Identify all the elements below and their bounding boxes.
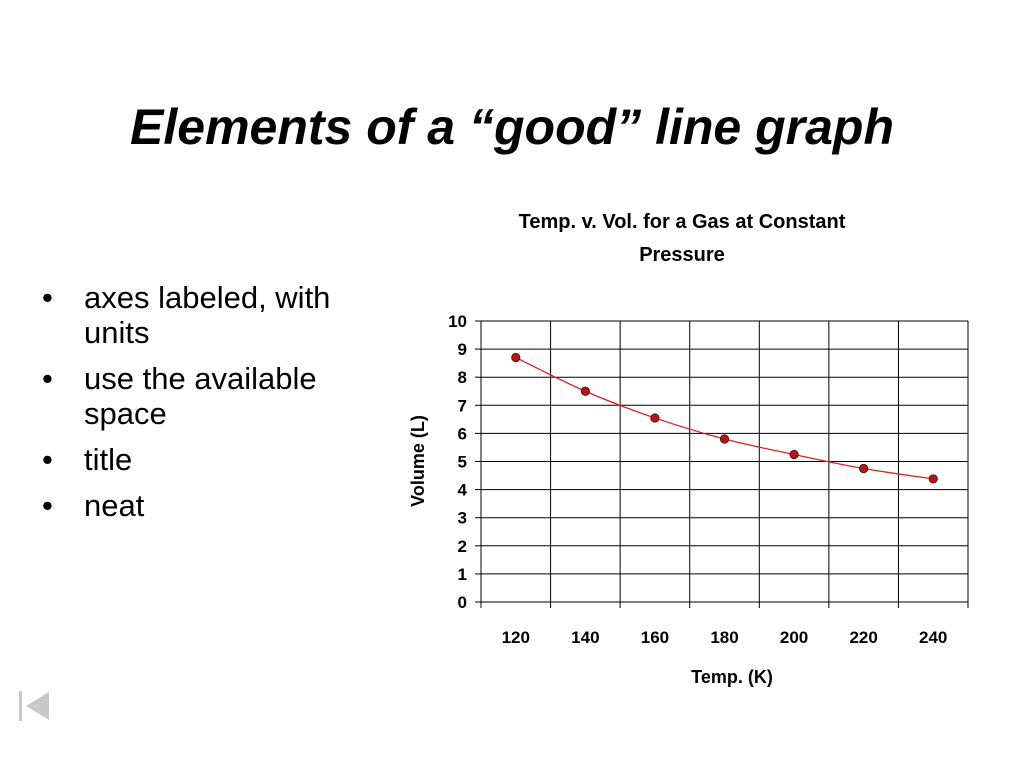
first-slide-button[interactable] — [18, 690, 52, 722]
series-line — [515, 356, 934, 480]
y-tick-label: 4 — [458, 481, 468, 500]
bullet-marker: • — [42, 488, 53, 523]
data-point — [650, 413, 660, 423]
bullet-text: axes labeled, with units — [84, 280, 331, 350]
x-tick-label: 220 — [849, 628, 877, 647]
chart-canvas: Temp. v. Vol. for a Gas at Constant Pres… — [408, 211, 969, 687]
data-point — [859, 463, 869, 474]
data-point — [928, 474, 938, 484]
bullet-item: • neat — [42, 488, 382, 523]
y-tick-label: 2 — [458, 537, 467, 556]
y-tick-label: 10 — [448, 312, 467, 331]
bullet-text: title — [84, 442, 133, 477]
y-tick-label: 5 — [458, 453, 467, 472]
y-tick-label: 7 — [458, 396, 467, 415]
bullet-marker: • — [42, 361, 53, 396]
bullet-item: • use the available space — [42, 361, 382, 431]
y-tick-label: 6 — [458, 424, 467, 443]
y-tick-label: 9 — [458, 340, 467, 359]
x-tick-label: 160 — [641, 628, 669, 647]
bullet-text: neat — [84, 488, 145, 523]
grid-lines — [481, 320, 969, 602]
x-tick-label: 200 — [780, 628, 808, 647]
data-series — [511, 352, 938, 484]
x-tick-label: 240 — [919, 628, 947, 647]
data-point — [789, 449, 799, 460]
bullet-list: • axes labeled, with units • use the avail… — [42, 280, 382, 534]
chart-title-line-2: Pressure — [639, 244, 725, 266]
bullet-item: • axes labeled, with units — [42, 280, 382, 350]
chart-title-line-1: Temp. v. Vol. for a Gas at Constant — [519, 211, 846, 233]
x-axis-label: Temp. (K) — [691, 667, 773, 687]
bullet-text: use the available space — [84, 361, 317, 431]
x-tick-label: 140 — [571, 628, 599, 647]
y-tick-label: 3 — [458, 509, 467, 528]
data-point — [719, 434, 730, 444]
y-axis-label: Volume (L) — [408, 415, 428, 507]
x-tick-label: 120 — [502, 628, 530, 647]
y-tick-label: 8 — [458, 368, 467, 387]
bullet-item: • title — [42, 442, 382, 477]
bullet-marker: • — [42, 280, 53, 315]
bullet-marker: • — [42, 442, 53, 477]
x-tick-label: 180 — [710, 628, 738, 647]
data-point — [511, 352, 521, 363]
axes — [475, 320, 969, 608]
temp-volume-chart: Temp. v. Vol. for a Gas at Constant Pres… — [395, 200, 985, 700]
y-tick-label: 1 — [458, 565, 467, 584]
y-tick-label: 0 — [458, 593, 467, 612]
data-point — [580, 386, 590, 396]
first-slide-icon — [19, 691, 49, 721]
slide-title: Elements of a “good” line graph — [130, 99, 894, 155]
tick-labels: 0 1 2 3 4 5 6 7 8 9 10 120 140 160 180 200 220 240 — [448, 312, 947, 647]
